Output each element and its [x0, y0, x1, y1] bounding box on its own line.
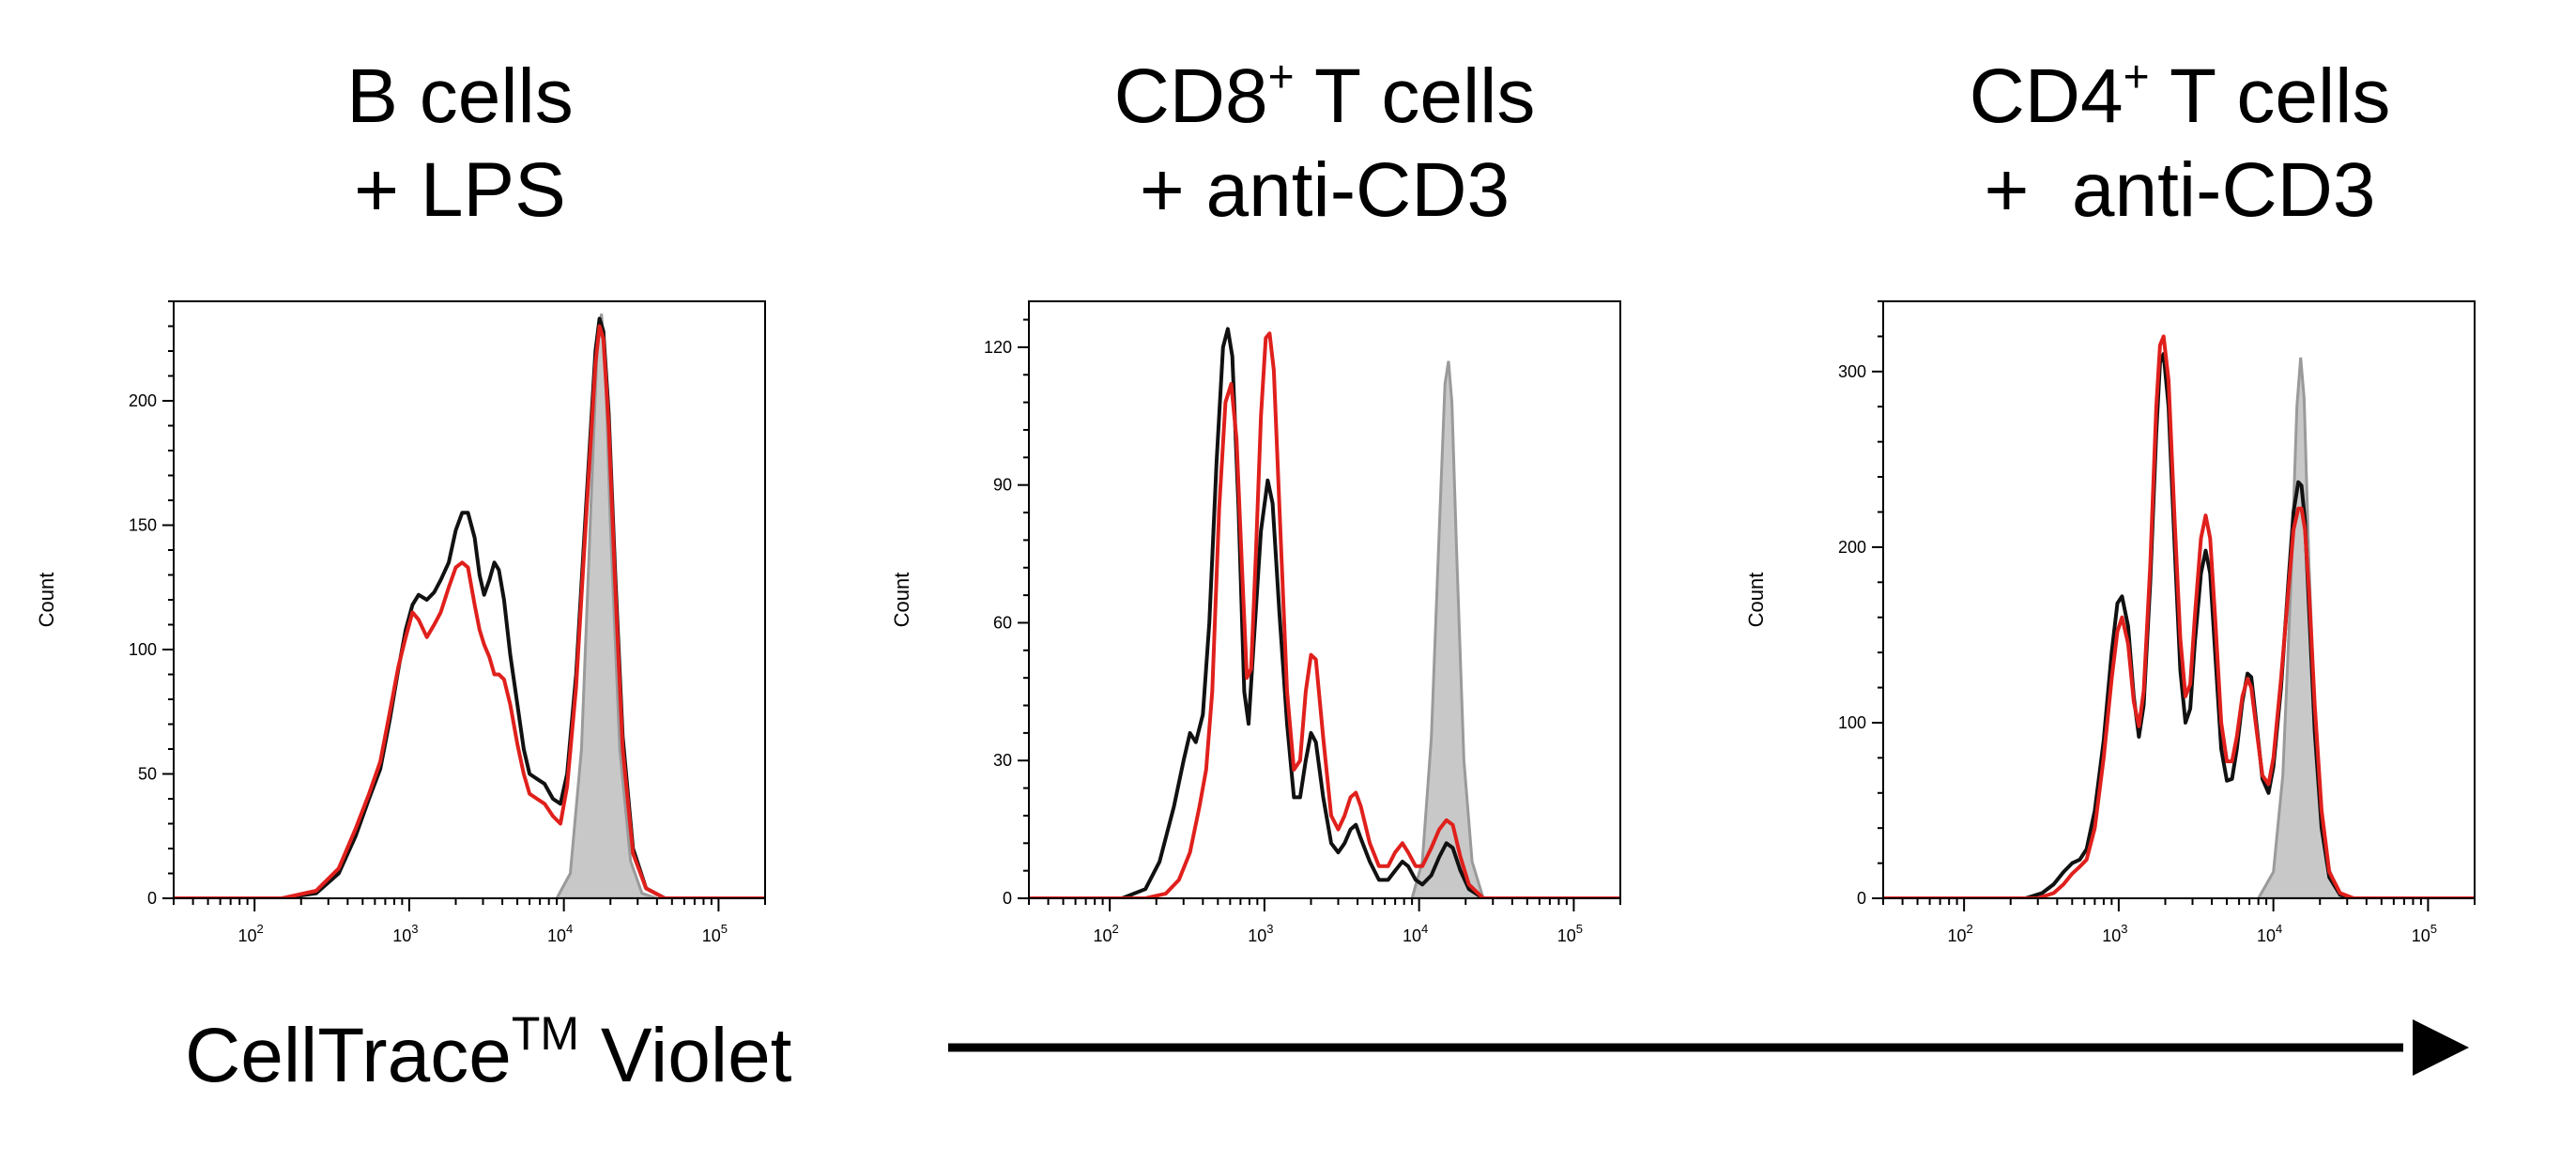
x-tick-label: 103 [2102, 922, 2127, 945]
black-histogram-line [1029, 327, 1620, 898]
red-histogram-line [1029, 331, 1620, 898]
y-tick-label: 100 [129, 640, 157, 659]
panel-title-rest: T cells [2150, 54, 2391, 139]
panel-title-line1: B cells [346, 54, 574, 139]
x-tick-label: 104 [2257, 922, 2282, 945]
y-tick-label: 90 [993, 476, 1012, 495]
x-tick-label: 103 [392, 922, 418, 945]
y-tick-label: 0 [1003, 889, 1012, 908]
y-axis-label: Count [35, 573, 58, 628]
y-tick-label: 200 [129, 391, 157, 410]
panel-title-line2: + anti-CD3 [1140, 147, 1510, 233]
x-tick-label: 103 [1248, 922, 1273, 945]
x-tick-label: 105 [1557, 922, 1583, 945]
red-histogram-line [174, 324, 765, 898]
plot-area [174, 314, 765, 898]
x-axis-label-superscript: TM [512, 1007, 579, 1060]
y-tick-label: 150 [129, 516, 157, 535]
panel-title-superscript: + [1268, 53, 1295, 102]
y-tick-label: 50 [138, 765, 157, 784]
y-tick-label: 300 [1838, 362, 1866, 381]
panel-title-superscript: + [2124, 53, 2150, 102]
y-tick-label: 120 [984, 338, 1012, 357]
x-tick-label: 105 [702, 922, 728, 945]
panel-title-cell: CD8 [1114, 54, 1268, 139]
panel-title-rest: T cells [1295, 54, 1536, 139]
y-axis-label: Count [890, 573, 913, 628]
x-axis-label-main: CellTrace [185, 1013, 512, 1098]
y-tick-label: 0 [147, 889, 157, 908]
panel-title-line2: + anti-CD3 [1984, 147, 2375, 233]
x-tick-label: 104 [547, 922, 573, 945]
x-tick-label: 104 [1403, 922, 1428, 945]
histogram-panel-cd4-t-cells: CD4+ T cells+ anti-CD3 Count 0 100 200 300 102… [1744, 53, 2476, 945]
histogram-panel-b-cells: B cells+ LPS Count 0 50 100 150 200 102 103 104 10… [35, 54, 766, 945]
x-tick-label: 102 [1094, 922, 1119, 945]
x-axis-label: CellTraceTM Violet [185, 1007, 792, 1098]
y-tick-label: 200 [1838, 538, 1866, 557]
y-tick-label: 100 [1838, 713, 1866, 732]
x-tick-label: 102 [238, 922, 264, 945]
y-tick-label: 0 [1857, 889, 1866, 908]
control-histogram [1410, 360, 1485, 898]
panel-title-line2: + LPS [354, 147, 566, 233]
x-tick-label: 105 [2412, 922, 2437, 945]
y-tick-label: 30 [993, 751, 1012, 770]
x-axis-label-rest: Violet [579, 1013, 792, 1098]
histogram-panel-cd8-t-cells: CD8+ T cells+ anti-CD3 Count 0 30 60 90 120 102… [890, 53, 1621, 945]
x-tick-label: 102 [1948, 922, 1973, 945]
plot-area [1883, 334, 2475, 898]
plot-area [1029, 327, 1620, 898]
fluorescence-arrow [948, 1019, 2469, 1076]
y-axis-label: Count [1744, 573, 1768, 628]
panel-title-line1: CD4+ T cells [1970, 53, 2391, 139]
y-tick-label: 60 [993, 613, 1012, 632]
plot-frame [173, 300, 766, 899]
control-histogram [2256, 357, 2353, 898]
panel-title-line1: CD8+ T cells [1114, 53, 1536, 139]
black-histogram-line [174, 316, 765, 898]
panel-title-cell: CD4 [1970, 54, 2124, 139]
fluorescence-arrow-head-main [2413, 1019, 2469, 1076]
plot-frame [1882, 300, 2476, 899]
red-histogram-line [1883, 334, 2475, 898]
plot-frame [1028, 300, 1621, 899]
